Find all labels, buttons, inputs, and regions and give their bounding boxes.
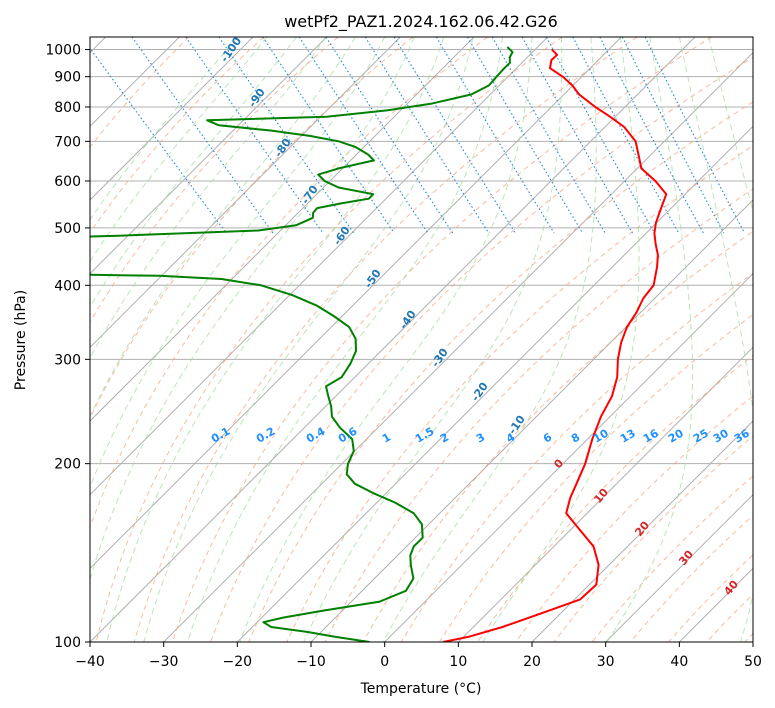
moist-adiabat-line	[143, 37, 474, 642]
background-lines	[90, 37, 753, 642]
dewpoint-profile-line-upper	[90, 273, 424, 642]
mixing-ratio-line	[262, 37, 395, 234]
dry-adiabat-line	[90, 37, 488, 529]
isotherm-gridline	[236, 125, 753, 642]
moist-adiabat-line	[90, 37, 356, 418]
moist-adiabat-line	[90, 37, 268, 263]
isotherm-gridline	[90, 37, 696, 642]
isotherm-gridline	[457, 346, 753, 642]
y-tick-label: 800	[54, 100, 81, 116]
mixing-ratio-line	[644, 37, 746, 234]
x-tick-label: 0	[380, 654, 389, 670]
mixing-ratio-line	[467, 37, 584, 234]
y-axis-label: Pressure (hPa)	[13, 290, 29, 390]
dry-adiabat-line	[210, 56, 753, 642]
moist-adiabat-line	[708, 37, 753, 214]
moist-adiabat-line	[482, 37, 640, 642]
isotherm-gridline	[90, 37, 328, 275]
x-tick-label: −30	[149, 654, 179, 670]
moist-adiabat-line	[678, 37, 753, 642]
chart-title: wetPf2_PAZ1.2024.162.06.42.G26	[284, 12, 558, 32]
dry-adiabat-line	[90, 37, 339, 323]
moist-adiabat-line	[606, 37, 694, 642]
y-tick-label: 700	[54, 134, 81, 150]
mixing-ratio-line	[393, 37, 516, 234]
isotherm-gridline	[605, 493, 753, 642]
profile-lines	[90, 46, 668, 642]
mixing-ratio-line	[621, 37, 725, 234]
moist-adiabat-line	[90, 37, 386, 489]
x-axis-label: Temperature (°C)	[360, 681, 482, 697]
moist-adiabat-line	[303, 37, 563, 642]
isotherm-gridline	[90, 37, 401, 349]
dry-adiabat-line	[90, 37, 190, 148]
mixing-ratio-line	[218, 37, 355, 234]
x-tick-label: −10	[296, 654, 326, 670]
isotherm-gridline	[531, 420, 753, 642]
y-tick-label: 200	[54, 457, 81, 473]
moist-adiabat-line	[90, 37, 238, 221]
x-tick-label: 10	[449, 654, 467, 670]
y-tick-label: 600	[54, 174, 81, 190]
dry-adiabat-line	[171, 37, 712, 642]
y-tick-label: 100	[54, 635, 81, 651]
isotherm-gridline	[90, 37, 622, 570]
isotherm-gridline	[163, 51, 753, 642]
mixing-ratio-line	[185, 37, 324, 234]
plot-frame	[89, 36, 754, 643]
y-tick-label: 400	[54, 278, 81, 294]
y-tick-label: 300	[54, 352, 81, 368]
y-tick-label: 500	[54, 221, 81, 237]
mixing-ratio-line	[521, 37, 633, 234]
moist-adiabat-line	[382, 37, 597, 642]
dry-adiabat-line	[90, 37, 414, 420]
dry-adiabat-line	[248, 101, 753, 642]
dry-adiabat-line	[438, 313, 753, 642]
axes: −40 −30 −20 −10 0 10 20 30 40 50 100 200 300 400 500 60…	[45, 43, 762, 670]
mixing-ratio-line	[298, 37, 429, 234]
moist-adiabat-line	[90, 37, 415, 582]
moist-adiabat-line	[90, 37, 327, 359]
dry-adiabat-line	[515, 395, 753, 642]
y-tick-label: 900	[54, 70, 81, 86]
mixing-ratio-line	[545, 37, 656, 234]
moist-adiabat-line	[239, 37, 533, 642]
x-tick-label: −40	[75, 654, 105, 670]
isotherm-gridline	[90, 37, 549, 496]
y-tick-label: 1000	[45, 43, 81, 59]
moist-adiabat-line	[90, 37, 297, 309]
dry-adiabat-line	[400, 272, 753, 642]
isotherm-gridline	[384, 272, 753, 642]
mixing-ratio-line	[364, 37, 490, 234]
mixing-ratio-line	[325, 37, 454, 234]
dry-adiabat-line	[133, 37, 638, 642]
temperature-profile-line	[442, 48, 668, 642]
dry-adiabat-line	[95, 37, 563, 642]
mixing-ratio-line	[131, 37, 274, 234]
dry-adiabat-line	[90, 37, 264, 234]
x-tick-label: 30	[597, 654, 615, 670]
dewpoint-profile-line	[90, 46, 514, 238]
x-tick-label: 50	[744, 654, 762, 670]
mixing-ratio-line	[435, 37, 555, 234]
x-tick-label: 40	[670, 654, 688, 670]
isotherm-gridline	[90, 37, 475, 422]
x-tick-label: 20	[523, 654, 541, 670]
x-tick-label: −20	[223, 654, 253, 670]
dry-adiabat-line	[286, 145, 753, 642]
